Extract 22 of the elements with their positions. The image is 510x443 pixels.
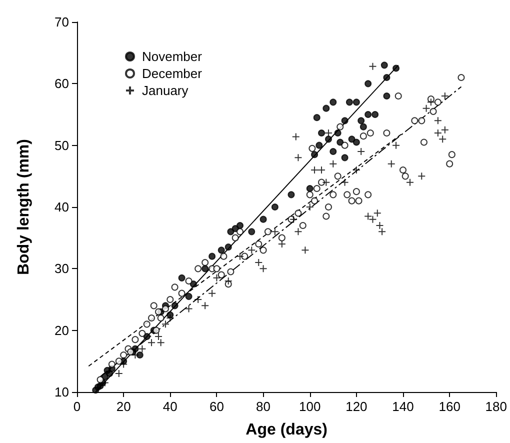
y-tick-label: 30 (54, 261, 69, 276)
legend-label: January (142, 83, 189, 98)
legend-label: November (142, 49, 203, 64)
x-tick-label: 140 (392, 399, 414, 414)
x-tick-label: 40 (162, 399, 178, 414)
y-tick-label: 40 (54, 200, 69, 214)
y-axis-title: Body length (mm) (16, 139, 32, 275)
y-tick-label: 50 (54, 138, 69, 153)
y-tick-label: 60 (54, 76, 69, 92)
x-tick-label: 160 (438, 399, 460, 414)
x-tick-label: 80 (256, 399, 271, 414)
x-tick-label: 20 (116, 399, 131, 414)
x-tick-label: 60 (209, 399, 224, 414)
x-tick-label: 120 (346, 399, 368, 414)
y-tick-label: 70 (54, 14, 69, 30)
y-tick-label: 10 (54, 384, 69, 400)
legend-label: December (142, 66, 203, 81)
x-tick-label: 100 (299, 399, 321, 414)
x-axis-title: Age (days) (246, 422, 328, 438)
x-tick-label: 0 (73, 399, 81, 414)
x-tick-label: 180 (485, 399, 508, 414)
y-tick-label: 20 (54, 322, 69, 338)
